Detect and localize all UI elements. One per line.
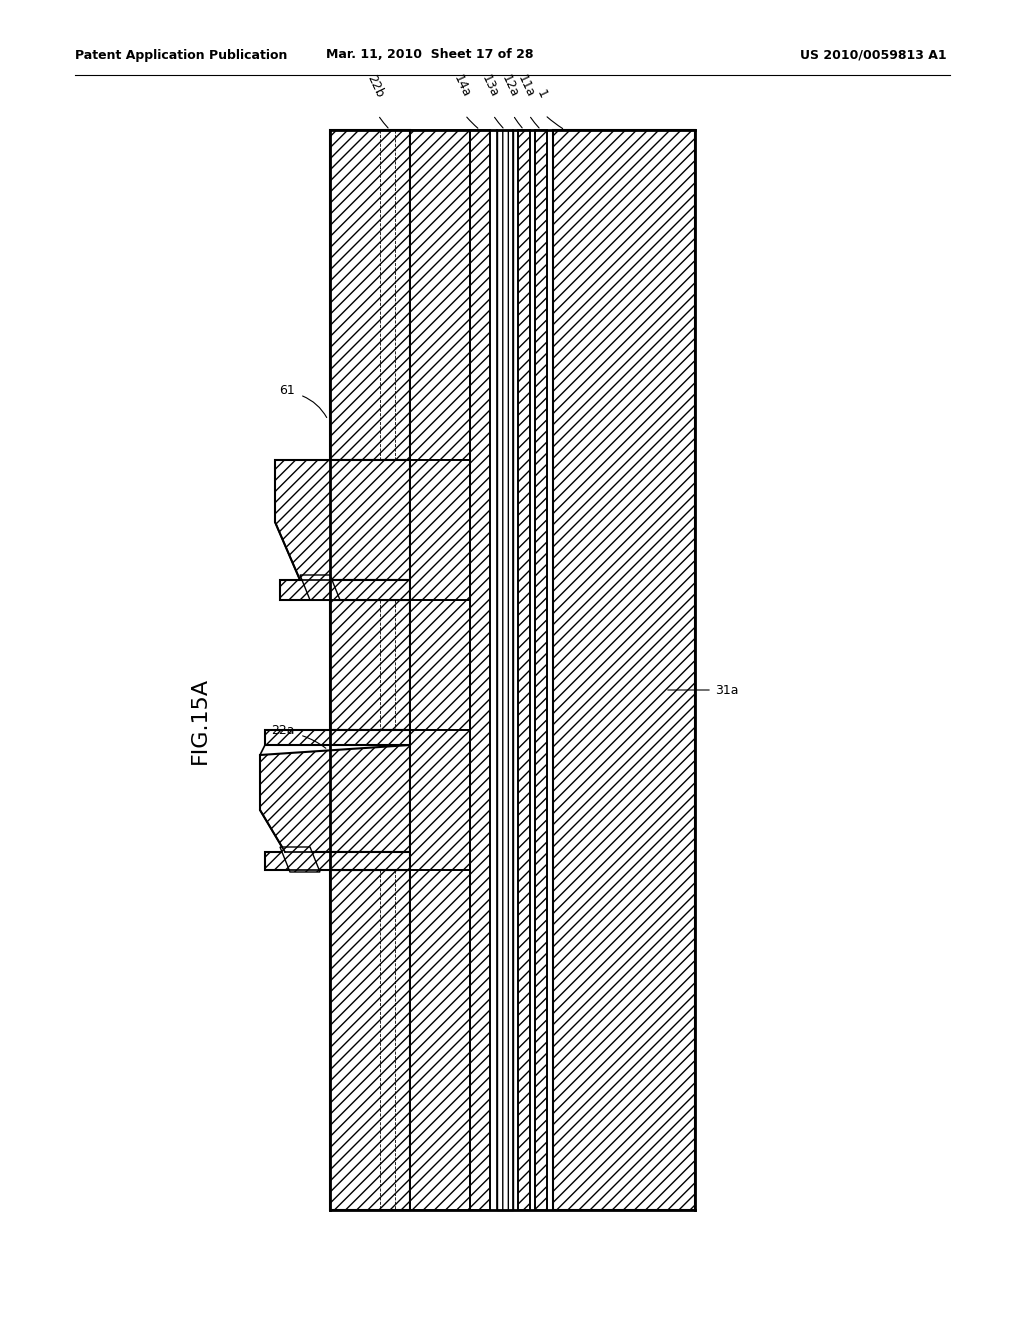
Text: 14a: 14a <box>452 73 473 100</box>
Text: 22b: 22b <box>365 73 386 100</box>
Polygon shape <box>330 129 410 459</box>
Polygon shape <box>410 870 470 1210</box>
Text: Mar. 11, 2010  Sheet 17 of 28: Mar. 11, 2010 Sheet 17 of 28 <box>327 49 534 62</box>
Polygon shape <box>470 129 490 1210</box>
Text: FIG.15A: FIG.15A <box>190 676 210 763</box>
Polygon shape <box>330 870 410 1210</box>
Polygon shape <box>275 459 410 579</box>
Polygon shape <box>410 601 470 730</box>
Polygon shape <box>535 129 547 1210</box>
Text: Patent Application Publication: Patent Application Publication <box>75 49 288 62</box>
Text: 12a: 12a <box>499 73 521 100</box>
Polygon shape <box>300 576 340 601</box>
Polygon shape <box>518 129 530 1210</box>
Polygon shape <box>265 851 410 870</box>
Polygon shape <box>280 579 410 601</box>
Polygon shape <box>497 129 513 1210</box>
Polygon shape <box>260 744 410 851</box>
Polygon shape <box>553 129 695 1210</box>
Text: 31a: 31a <box>715 684 738 697</box>
Text: 13a: 13a <box>479 73 501 100</box>
Text: US 2010/0059813 A1: US 2010/0059813 A1 <box>800 49 946 62</box>
Polygon shape <box>410 730 470 870</box>
Polygon shape <box>410 459 470 601</box>
Text: 1: 1 <box>535 87 550 100</box>
Polygon shape <box>330 601 410 730</box>
Polygon shape <box>280 847 319 873</box>
Text: 11a: 11a <box>515 73 537 100</box>
Polygon shape <box>265 730 410 744</box>
Text: 22a: 22a <box>271 723 295 737</box>
Polygon shape <box>410 129 470 459</box>
Text: 61: 61 <box>280 384 295 396</box>
